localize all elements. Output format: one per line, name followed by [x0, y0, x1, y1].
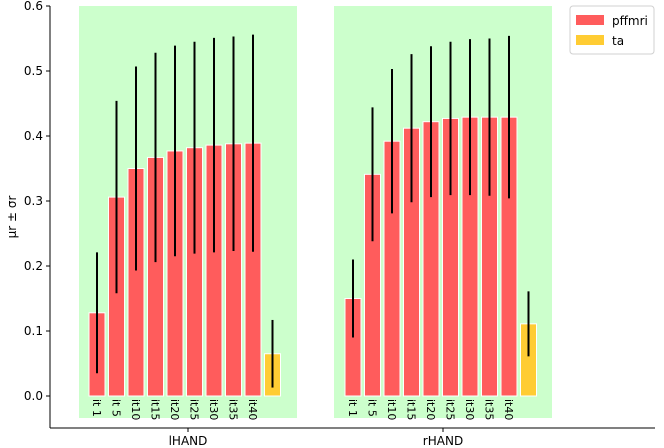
bar-label: it 1	[90, 399, 103, 417]
bar-label: it40	[502, 399, 515, 420]
y-tick-label: 0.4	[24, 129, 43, 143]
y-tick-label: 0.6	[24, 0, 43, 13]
legend-label-ta: ta	[612, 34, 624, 48]
y-tick-label: 0.1	[24, 324, 43, 338]
bar-label: it30	[207, 399, 220, 420]
legend-swatch-ta	[576, 35, 604, 45]
legend-label-pffmri: pffmri	[612, 14, 648, 28]
bar-label: it30	[463, 399, 476, 420]
legend-swatch-pffmri	[576, 15, 604, 25]
bar-label: it40	[246, 399, 259, 420]
bar-label: it20	[424, 399, 437, 420]
y-axis-label: μr ± σr	[5, 196, 19, 239]
bar-label: it20	[168, 399, 181, 420]
y-tick-label: 0.0	[24, 389, 43, 403]
bar-label: it15	[149, 399, 162, 420]
bar-label: it25	[188, 399, 201, 420]
x-tick-label: lHAND	[169, 434, 208, 448]
bar-label: it15	[405, 399, 418, 420]
y-tick-label: 0.2	[24, 259, 43, 273]
bar-label: it35	[483, 399, 496, 420]
bar-label: it35	[227, 399, 240, 420]
y-tick-label: 0.3	[24, 194, 43, 208]
bar-label: it 1	[346, 399, 359, 417]
bar-label: it10	[129, 399, 142, 420]
bar-label: it10	[385, 399, 398, 420]
bar-label: it 5	[110, 399, 123, 417]
x-tick-label: rHAND	[423, 434, 463, 448]
y-tick-label: 0.5	[24, 64, 43, 78]
bar-label: it 5	[366, 399, 379, 417]
bar-label: it25	[444, 399, 457, 420]
